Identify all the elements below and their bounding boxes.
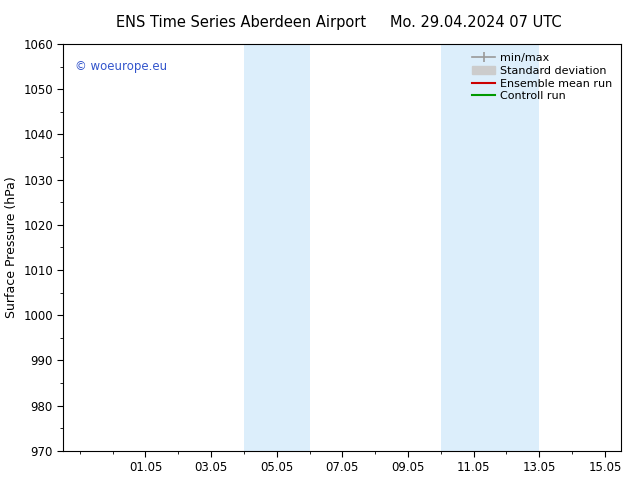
Text: Mo. 29.04.2024 07 UTC: Mo. 29.04.2024 07 UTC	[390, 15, 561, 30]
Bar	[244, 44, 309, 451]
Y-axis label: Surface Pressure (hPa): Surface Pressure (hPa)	[4, 176, 18, 318]
Legend: min/max, Standard deviation, Ensemble mean run, Controll run: min/max, Standard deviation, Ensemble me…	[468, 49, 617, 106]
Bar	[441, 44, 540, 451]
Text: ENS Time Series Aberdeen Airport: ENS Time Series Aberdeen Airport	[116, 15, 366, 30]
Text: © woeurope.eu: © woeurope.eu	[75, 60, 167, 74]
